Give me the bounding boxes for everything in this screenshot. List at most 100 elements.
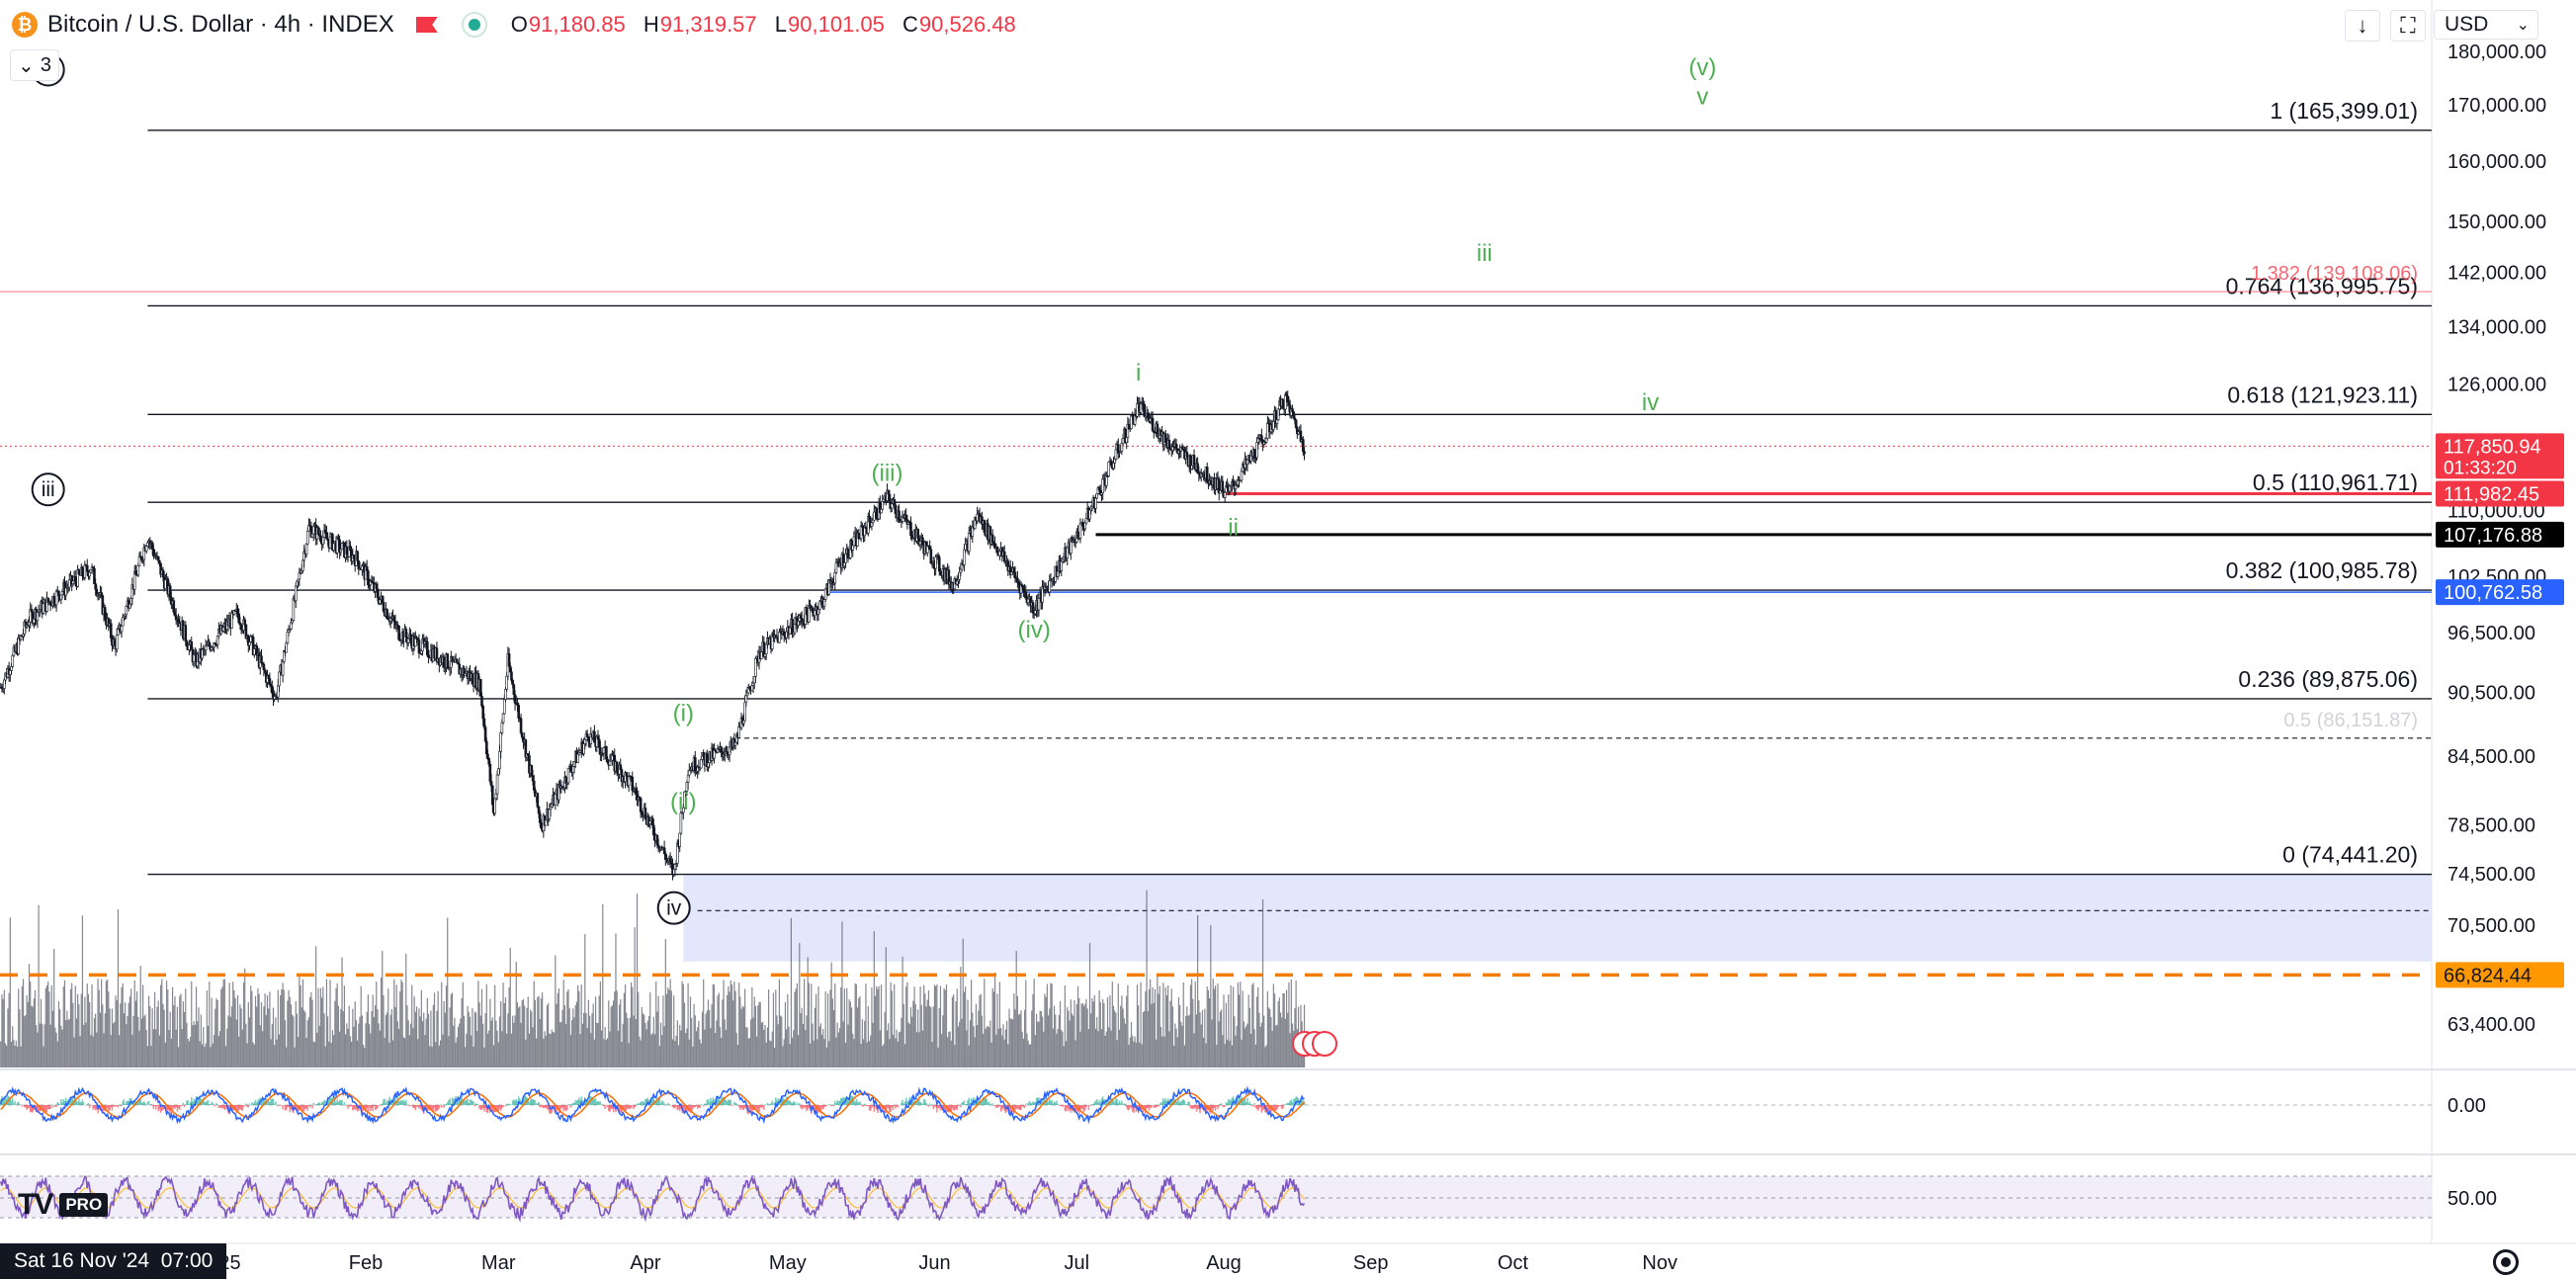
- fib-label: 0.764 (136,995.75): [2226, 273, 2418, 298]
- candle-body: [184, 625, 188, 642]
- arrow-down-icon: ↓: [2357, 13, 2368, 38]
- candle-body: [42, 603, 45, 614]
- candles-layer: [0, 390, 1306, 881]
- candle-body: [1240, 470, 1244, 481]
- y-tick-label: 84,500.00: [2447, 746, 2535, 768]
- wave-label: v: [1696, 84, 1708, 111]
- rsi-mid-label: 50.00: [2447, 1188, 2497, 1210]
- candle-body: [1303, 451, 1306, 455]
- fullscreen-button[interactable]: ⛶: [2390, 10, 2426, 42]
- low-key: L: [774, 12, 788, 37]
- grid-layer: [0, 0, 2576, 1244]
- volume-layer: [0, 890, 1337, 1067]
- price-tag-bg: [2436, 480, 2564, 507]
- fib-layer: 1 (165,399.01) 0.764 (136,995.75) 0.618 (1…: [0, 98, 2432, 978]
- chevron-down-icon: ⌄: [18, 54, 35, 77]
- cursor-time: 07:00: [160, 1249, 214, 1272]
- fib-label: 1 (165,399.01): [2270, 98, 2418, 124]
- y-tick-label: 134,000.00: [2447, 316, 2546, 338]
- price-tag-bg: [2436, 521, 2564, 548]
- high-value: 91,319.57: [659, 12, 757, 37]
- rsi-line: [0, 1174, 1306, 1223]
- fib-label-faint: 0.5 (86,151.87): [2283, 710, 2418, 731]
- candle-body: [1114, 449, 1118, 460]
- fib-label: 0.5 (110,961.71): [2253, 469, 2418, 495]
- close-key: C: [902, 12, 918, 37]
- high-key: H: [643, 12, 659, 37]
- candle-body: [875, 507, 879, 519]
- close-value: 90,526.48: [918, 12, 1016, 37]
- flag-icon[interactable]: [415, 17, 438, 33]
- candle-body: [536, 793, 540, 808]
- indicators-toggle[interactable]: ⌄ 3: [10, 49, 59, 81]
- price-tag-label: 111,982.45: [2444, 484, 2539, 506]
- price-tag-label: 66,824.44: [2444, 965, 2532, 986]
- pro-badge: PRO: [59, 1193, 109, 1217]
- open-key: O: [510, 12, 528, 37]
- candle-body: [1266, 422, 1269, 439]
- candle-body: [57, 590, 60, 597]
- x-tick-label: Oct: [1498, 1252, 1529, 1274]
- wave-label: iii: [1477, 240, 1493, 267]
- candle-body: [278, 671, 281, 687]
- candle-body: [720, 746, 723, 752]
- candle-body: [894, 504, 898, 514]
- tv-logo-icon: TV: [18, 1188, 53, 1221]
- y-tick-label: 90,500.00: [2447, 682, 2535, 704]
- candle-body: [339, 549, 343, 553]
- candle-body: [898, 510, 901, 520]
- x-tick-label: Feb: [349, 1252, 383, 1274]
- candle-body: [158, 559, 161, 564]
- candle-body: [1105, 475, 1108, 486]
- candle-body: [1094, 497, 1097, 509]
- fib-label: 0.382 (100,985.78): [2226, 557, 2418, 583]
- macd-line: [0, 1085, 1305, 1125]
- candle-body: [1037, 598, 1041, 611]
- wave-label: iv: [666, 897, 682, 920]
- price-tag-bg: [2436, 962, 2564, 988]
- candle-body: [742, 720, 745, 725]
- wave-circle: [656, 891, 691, 925]
- settings-icon[interactable]: [2493, 1249, 2519, 1275]
- indicator-count: 3: [40, 53, 51, 76]
- candle-body: [608, 760, 612, 766]
- market-status-icon[interactable]: [461, 12, 487, 38]
- candle-body: [120, 625, 124, 633]
- price-tag-countdown: 01:33:20: [2444, 458, 2517, 478]
- candle-body: [678, 832, 682, 847]
- candle-body: [702, 752, 705, 757]
- fib-label: 0 (74,441.20): [2282, 842, 2418, 868]
- currency-select[interactable]: USD ⌄: [2434, 10, 2538, 40]
- price-axis: 63,400.00 70,500.00 74,500.00 78,500.00 84,5…: [2436, 42, 2564, 1036]
- candle-body: [519, 718, 523, 733]
- candle-body: [311, 526, 315, 535]
- candle-body: [1107, 462, 1111, 476]
- candle-body: [495, 774, 499, 795]
- fib-label: 0.236 (89,875.06): [2238, 666, 2418, 692]
- wave-label: (iv): [1018, 617, 1051, 643]
- candle-body: [1002, 551, 1006, 562]
- y-tick-label: 74,500.00: [2447, 864, 2535, 886]
- y-tick-label: 180,000.00: [2447, 42, 2546, 63]
- candle-body: [1078, 523, 1082, 539]
- fib-label-red: 1.382 (139,108.06): [2251, 263, 2418, 285]
- candle-body: [356, 551, 359, 561]
- candle-body: [1223, 491, 1227, 498]
- candle-body: [442, 656, 446, 667]
- candle-body: [446, 653, 450, 668]
- y-tick-label: 170,000.00: [2447, 95, 2546, 117]
- candle-body: [846, 549, 850, 559]
- download-button[interactable]: ↓: [2345, 10, 2380, 42]
- wave-circle: [31, 472, 65, 507]
- y-tick-label: 150,000.00: [2447, 212, 2546, 233]
- candle-body: [679, 812, 683, 834]
- candle-body: [517, 705, 520, 719]
- wave-label: iv: [1642, 389, 1659, 416]
- symbol-title[interactable]: Bitcoin / U.S. Dollar · 4h · INDEX: [47, 11, 394, 38]
- y-tick-label: 126,000.00: [2447, 374, 2546, 395]
- ohlc-readout: O91,180.85 H91,319.57 L90,101.05 C90,526…: [511, 12, 1028, 38]
- price-tag-label: 107,176.88: [2444, 525, 2542, 547]
- support-zone: [683, 874, 2432, 962]
- cursor-date-label: Sat 16 Nov '24 07:00: [0, 1243, 227, 1279]
